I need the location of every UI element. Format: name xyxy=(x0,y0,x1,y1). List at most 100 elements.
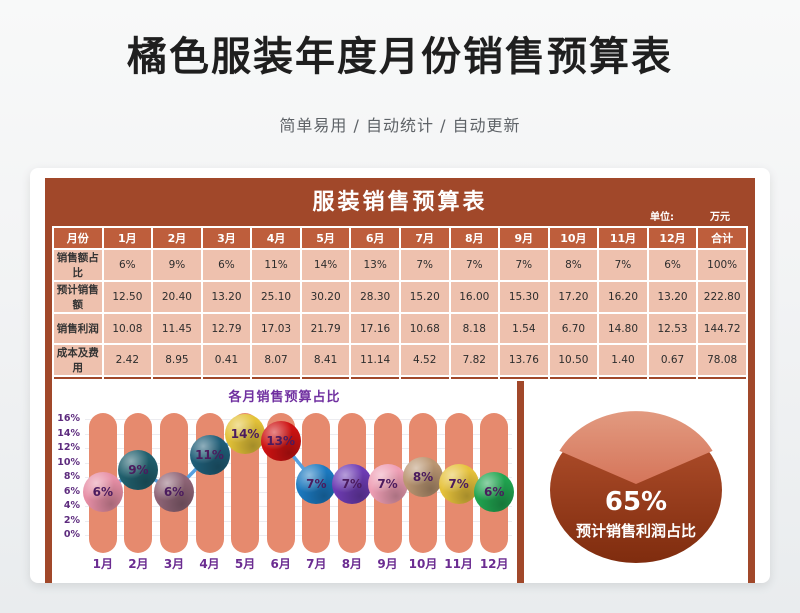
panel-divider xyxy=(517,381,524,583)
x-axis-label: 3月 xyxy=(163,557,185,571)
table-cell: 28.30 xyxy=(349,280,401,314)
table-header-cell: 8月 xyxy=(448,226,501,250)
table-cell: 7% xyxy=(398,248,451,282)
x-axis-label: 4月 xyxy=(199,557,220,571)
table-header-cell: 9月 xyxy=(498,226,550,250)
row-label: 销售利润 xyxy=(52,312,104,345)
profit-pie-chart: 65% 预计销售利润占比 xyxy=(524,381,748,583)
data-point: 6% xyxy=(154,471,194,512)
data-point-label: 6% xyxy=(92,484,113,499)
y-axis-label: 0% xyxy=(63,529,80,540)
data-point: 7% xyxy=(296,464,337,505)
table-cell: 11.45 xyxy=(151,312,203,345)
data-point: 6% xyxy=(82,471,123,512)
x-axis-label: 10月 xyxy=(408,557,438,571)
pie-top-wedge xyxy=(559,411,713,484)
data-point-label: 7% xyxy=(341,477,363,492)
unit-label: 单位: xyxy=(650,212,674,223)
table-header-cell: 月份 xyxy=(52,226,104,250)
table-cell: 15.30 xyxy=(498,280,550,314)
page-subtitle: 简单易用 / 自动统计 / 自动更新 xyxy=(279,116,521,135)
table-header-cell: 合计 xyxy=(696,226,748,250)
table-cell: 20.40 xyxy=(151,280,203,314)
table-cell: 13% xyxy=(349,248,401,282)
table-cell: 10.68 xyxy=(398,312,451,345)
table-header-cell: 4月 xyxy=(250,226,302,250)
footer-cell xyxy=(250,375,302,381)
x-axis-label: 11月 xyxy=(444,557,473,571)
x-axis-label: 5月 xyxy=(234,557,256,571)
table-cell: 13.20 xyxy=(646,280,699,314)
y-axis-label: 2% xyxy=(63,514,80,526)
footer-cell xyxy=(52,375,104,381)
table-header-cell: 11月 xyxy=(597,226,649,250)
table-cell: 14% xyxy=(299,248,352,282)
line-chart-plot-area: 0% 2% 4% 6% 8% 10% 12% 14% 16% 1月 2月 3月 4月 5月 6月 7月 8月 9月… xyxy=(52,404,517,574)
footer-cell xyxy=(448,375,501,381)
table-cell: 4.52 xyxy=(398,343,451,377)
x-axis-label: 12月 xyxy=(479,557,509,571)
data-point-label: 7% xyxy=(377,477,398,492)
data-point-label: 6% xyxy=(484,484,505,499)
table-cell: 9% xyxy=(151,248,203,282)
data-point: 8% xyxy=(403,457,443,497)
data-point: 6% xyxy=(474,471,515,512)
table-cell: 12.79 xyxy=(200,312,253,345)
table-footer-band xyxy=(52,375,748,381)
x-axis-label: 7月 xyxy=(306,557,327,571)
row-label: 成本及费用 xyxy=(52,343,104,377)
budget-table: 月份 1月 2月 3月 4月 5月 6月 7月 8月 9月 10月 11月 12月 合计 销售额占比 6% 9%… xyxy=(52,226,748,381)
table-cell: 25.10 xyxy=(250,280,302,314)
footer-cell xyxy=(696,375,748,381)
footer-cell xyxy=(349,375,401,381)
data-point: 14% xyxy=(225,413,266,454)
table-cell: 6% xyxy=(646,248,699,282)
table-cell: 8.18 xyxy=(448,312,501,345)
page-title: 橘色服装年度月份销售预算表 xyxy=(127,34,673,80)
table-header-cell: 10月 xyxy=(547,226,600,250)
footer-cell xyxy=(151,375,203,381)
data-point: 7% xyxy=(438,464,479,505)
pie-caption: 预计销售利润占比 xyxy=(576,522,696,540)
table-cell: 17.03 xyxy=(250,312,302,345)
line-chart-title: 各月销售预算占比 xyxy=(228,390,341,405)
unit-row: 单位: 万元 xyxy=(650,208,730,223)
x-axis-label: 2月 xyxy=(128,557,149,571)
x-axis-label: 1月 xyxy=(92,557,113,571)
table-header-cell: 2月 xyxy=(151,226,203,250)
table-cell: 6% xyxy=(101,248,154,282)
table-cell: 222.80 xyxy=(696,280,748,314)
table-cell: 11.14 xyxy=(349,343,401,377)
data-point: 7% xyxy=(331,464,372,505)
data-point-label: 14% xyxy=(230,426,260,441)
table-row: 成本及费用 2.42 8.95 0.41 8.07 8.41 11.14 4.52 7.82 13… xyxy=(52,343,748,377)
table-cell: 17.16 xyxy=(349,312,401,345)
data-point-label: 7% xyxy=(448,477,469,492)
table-cell: 2.42 xyxy=(101,343,154,377)
gridline xyxy=(85,535,512,536)
data-point: 7% xyxy=(367,464,408,505)
footer-cell xyxy=(597,375,649,381)
table-cell: 13.76 xyxy=(498,343,550,377)
table-cell: 7% xyxy=(448,248,501,282)
table-cell: 100% xyxy=(696,248,748,282)
monthly-budget-line-chart: 各月销售预算占比 0% 2% 4% 6% 8% 10% 12% 14% 16% 1月 2月 3月 4月 5… xyxy=(52,381,517,583)
table-cell: 15.20 xyxy=(398,280,451,314)
table-cell: 7% xyxy=(597,248,649,282)
y-axis-label: 8% xyxy=(63,471,80,482)
data-point-label: 11% xyxy=(195,448,224,463)
table-cell: 13.20 xyxy=(200,280,253,314)
table-title: 服装销售预算表 xyxy=(312,190,488,215)
table-cell: 10.50 xyxy=(547,343,600,377)
y-axis-label: 14% xyxy=(57,427,80,439)
table-header-row: 月份 1月 2月 3月 4月 5月 6月 7月 8月 9月 10月 11月 12月 合计 xyxy=(52,226,748,250)
budget-card: 服装销售预算表 单位: 万元 月份 1月 2月 3月 4月 5月 6月 7月 8月 9月 10月 11… xyxy=(30,168,770,583)
data-point-label: 8% xyxy=(412,470,434,484)
table-row: 销售额占比 6% 9% 6% 11% 14% 13% 7% 7% 7% 8% 7% 6% 100% xyxy=(52,248,748,282)
y-axis-label: 12% xyxy=(57,442,80,453)
row-label: 预计销售额 xyxy=(52,280,104,314)
footer-cell xyxy=(101,375,154,381)
table-cell: 1.40 xyxy=(597,343,649,377)
footer-cell xyxy=(646,375,699,381)
footer-cell xyxy=(498,375,550,381)
